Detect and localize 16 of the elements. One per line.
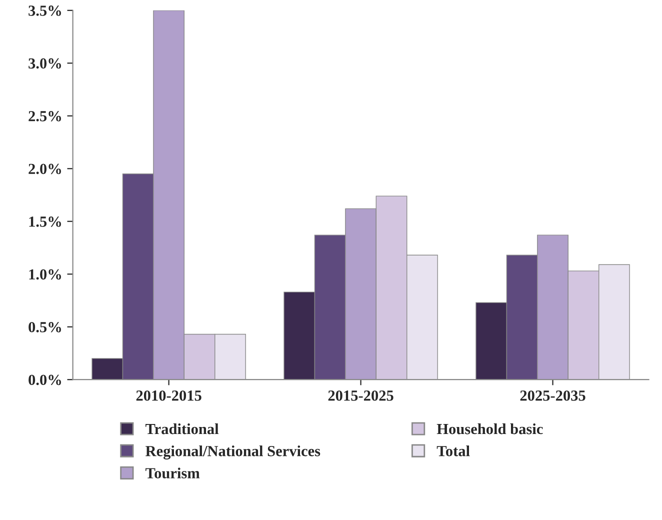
x-tick-label: 2025-2035: [520, 390, 586, 401]
legend-label: Household basic: [436, 423, 543, 434]
legend-label: Regional/National Services: [146, 445, 320, 460]
y-tick-label: 3.5%: [28, 6, 61, 16]
y-tick-label: 2.0%: [28, 164, 61, 174]
legend-label: Total: [436, 445, 470, 456]
y-tick-label: 3.0%: [28, 58, 61, 69]
legend-label: Traditional: [145, 423, 219, 434]
y-tick-label: 0.0%: [28, 374, 61, 386]
y-tick-label: 1.0%: [29, 269, 61, 280]
x-tick-label: 2010-2015: [136, 390, 202, 401]
y-tick-label: 0.5%: [28, 322, 61, 332]
y-tick-label: 1.5%: [29, 216, 61, 227]
y-tick-label: 2.5%: [28, 111, 61, 122]
x-tick-label: 2015-2025: [328, 390, 394, 401]
legend-label: Tourism: [145, 468, 200, 478]
